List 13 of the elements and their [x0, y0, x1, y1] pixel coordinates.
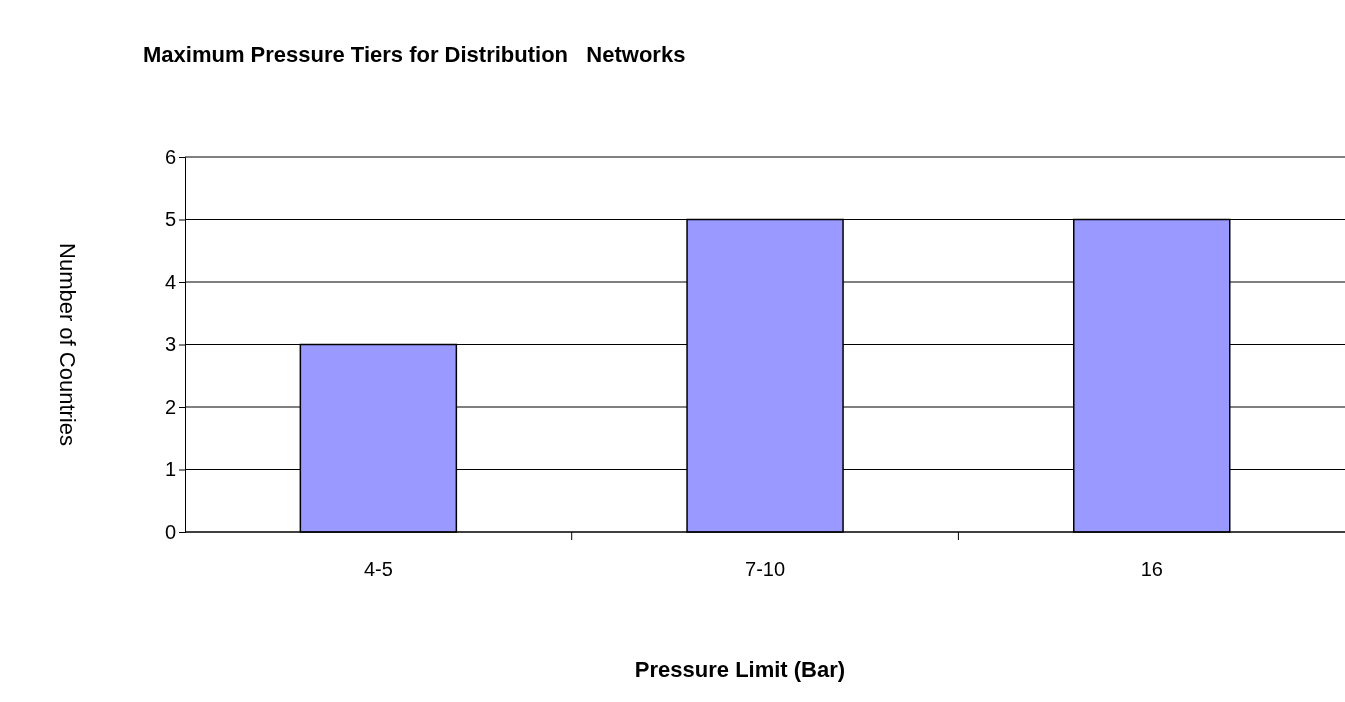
y-tick-label: 3: [164, 333, 176, 356]
y-axis-title: Number of Countries: [55, 243, 80, 446]
y-tick-label: 2: [164, 395, 176, 418]
chart-title: Maximum Pressure Tiers for Distribution Networks: [143, 42, 686, 67]
y-tick-label: 6: [164, 145, 176, 168]
x-axis-title: Pressure Limit (Bar): [634, 657, 846, 682]
x-tick-label: 4-5: [363, 558, 393, 581]
y-tick-label: 4: [164, 270, 176, 293]
y-tick-label: 0: [164, 520, 176, 543]
x-tick-label: 16: [1140, 558, 1163, 581]
x-tick-label: 7-10: [745, 558, 786, 581]
y-tick-label: 5: [164, 208, 176, 231]
y-tick-label: 1: [164, 458, 176, 481]
